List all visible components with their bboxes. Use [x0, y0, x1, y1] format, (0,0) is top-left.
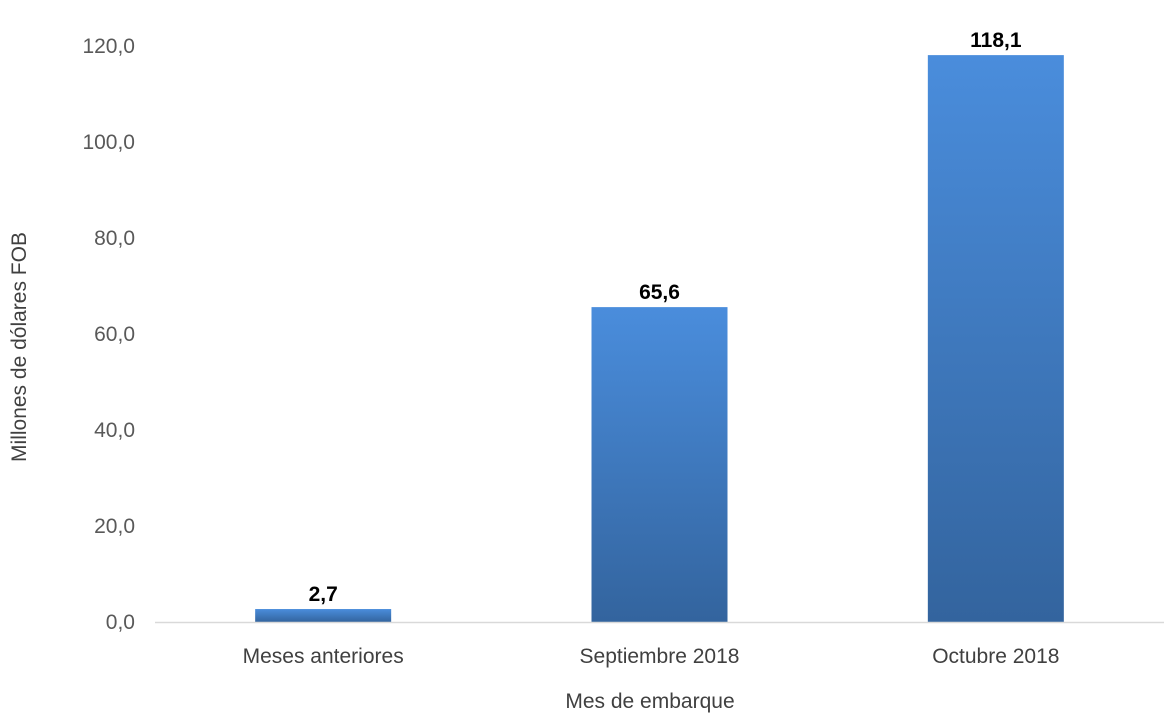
bar: [255, 609, 392, 622]
y-axis-title: Millones de dólares FOB: [8, 232, 31, 462]
y-tick-label: 120,0: [82, 35, 135, 58]
y-tick-label: 0,0: [106, 611, 135, 634]
bar: [591, 307, 728, 622]
bar-value-label: 65,6: [639, 281, 680, 304]
y-tick-label: 80,0: [94, 227, 135, 250]
bars: [255, 55, 1064, 623]
y-tick-label: 40,0: [94, 419, 135, 442]
y-tick-label: 100,0: [82, 131, 135, 154]
x-axis-labels: Meses anteriores Septiembre 2018 Octubre 2…: [243, 645, 1060, 668]
x-tick-label: Septiembre 2018: [580, 645, 740, 668]
bar-value-label: 2,7: [309, 583, 338, 606]
x-tick-label: Octubre 2018: [932, 645, 1059, 668]
x-tick-label: Meses anteriores: [243, 645, 404, 668]
y-tick-label: 20,0: [94, 515, 135, 538]
bar: [927, 55, 1064, 623]
data-labels: 2,7 65,6 118,1: [309, 29, 1022, 606]
x-axis-title: Mes de embarque: [565, 690, 734, 713]
y-axis-ticks: 0,0 20,0 40,0 60,0 80,0 100,0 120,0: [82, 35, 135, 634]
y-tick-label: 60,0: [94, 323, 135, 346]
bar-value-label: 118,1: [970, 29, 1022, 52]
